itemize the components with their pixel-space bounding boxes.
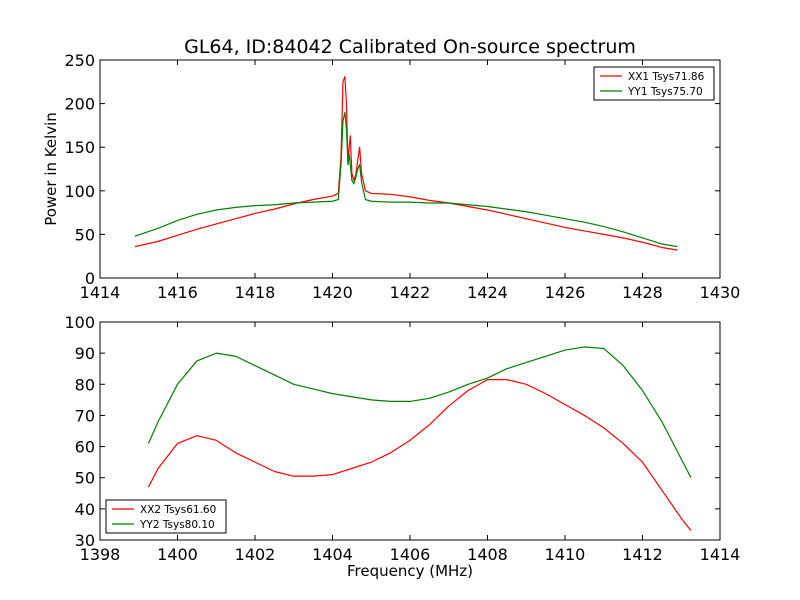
y-tick-label: 60 xyxy=(75,438,95,457)
bottom-x-axis-title: Frequency (MHz) xyxy=(347,562,473,580)
x-tick-label: 1416 xyxy=(157,283,198,302)
legend: XX1 Tsys71.86 YY1 Tsys75.70 xyxy=(593,66,715,101)
x-tick-label: 1426 xyxy=(545,283,586,302)
series-line-bottom-2 xyxy=(147,346,692,478)
x-tick-label: 1430 xyxy=(700,283,741,302)
x-tick-label: 1402 xyxy=(235,545,276,564)
x-tick-label: 1412 xyxy=(622,545,663,564)
y-tick-label: 70 xyxy=(75,406,95,425)
y-tick-label: 40 xyxy=(75,500,95,519)
top-plot-area: 1414 1416 1418 1420 1422 1424 1426 1428 1430 0 50 1… xyxy=(64,51,740,302)
y-tick-label: 80 xyxy=(75,375,95,394)
x-tick-label: 1404 xyxy=(312,545,353,564)
x-tick-label: 1414 xyxy=(700,545,741,564)
y-tick-label: 50 xyxy=(75,225,95,244)
x-tick-label: 1414 xyxy=(80,283,121,302)
x-tick-label: 1406 xyxy=(390,545,431,564)
x-tick-label: 1410 xyxy=(545,545,586,564)
x-tick-label: 1400 xyxy=(157,545,198,564)
series-line-top-2 xyxy=(134,111,678,248)
x-tick-label: 1424 xyxy=(467,283,508,302)
x-tick-label: 1420 xyxy=(312,283,353,302)
top-spectrum-chart: GL64, ID:84042 Calibrated On-source spec… xyxy=(42,36,740,302)
legend-label: XX1 Tsys71.86 xyxy=(628,71,705,83)
y-tick-label: 200 xyxy=(64,95,95,114)
chart-title: GL64, ID:84042 Calibrated On-source spec… xyxy=(184,36,636,58)
y-tick-label: 90 xyxy=(75,344,95,363)
y-tick-label: 0 xyxy=(85,269,95,288)
legend-box xyxy=(593,66,715,101)
legend-label: YY2 Tsys80.10 xyxy=(139,519,215,531)
legend-box xyxy=(105,499,227,534)
y-tick-label: 100 xyxy=(64,182,95,201)
x-tick-label: 1408 xyxy=(467,545,508,564)
x-tick-label: 1422 xyxy=(390,283,431,302)
series-line-bottom-1 xyxy=(147,379,692,532)
bottom-plot-area: 1398 1400 1402 1404 1406 1408 1410 1412 1414 30 40… xyxy=(64,313,740,564)
x-tick-label: 1398 xyxy=(80,545,121,564)
x-tick-label: 1418 xyxy=(235,283,276,302)
y-tick-label: 100 xyxy=(64,313,95,332)
x-tick-label: 1428 xyxy=(622,283,663,302)
legend: XX2 Tsys61.60 YY2 Tsys80.10 xyxy=(105,499,227,534)
y-tick-label: 50 xyxy=(75,469,95,488)
legend-label: XX2 Tsys61.60 xyxy=(140,504,216,516)
y-tick-label: 150 xyxy=(64,138,95,157)
legend-label: YY1 Tsys75.70 xyxy=(627,86,703,98)
top-y-axis-title: Power in Kelvin xyxy=(42,112,60,226)
bottom-spectrum-chart: Frequency (MHz) 1398 1400 1402 1404 1406 1408… xyxy=(64,313,740,580)
y-tick-label: 250 xyxy=(64,51,95,70)
y-tick-label: 30 xyxy=(75,531,95,550)
